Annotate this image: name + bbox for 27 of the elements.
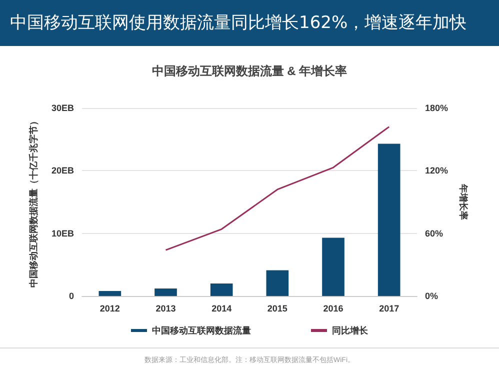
line-series	[165, 126, 390, 251]
y2-axis-title: 年增长率	[458, 183, 468, 220]
y2-tick-label: 0%	[425, 291, 438, 301]
x-tick-label: 2013	[156, 304, 176, 314]
bar	[98, 290, 122, 296]
legend-label: 同比增长	[332, 326, 369, 336]
y-axis-title: 中国移动互联网数据流量（十亿千兆字节）	[28, 116, 38, 288]
x-tick-label: 2015	[267, 304, 288, 314]
bar	[266, 270, 289, 296]
y2-tick-label: 180%	[425, 103, 448, 113]
x-tick-label: 2017	[379, 304, 400, 314]
y-tick-label: 10EB	[51, 228, 74, 238]
x-tick-label: 2014	[212, 304, 232, 314]
chart-title: 中国移动互联网使用数据流量同比增长162%，增速逐年加快	[0, 0, 499, 46]
bar	[154, 288, 177, 296]
x-tick-label: 2012	[100, 304, 120, 314]
y2-tick-label: 120%	[425, 166, 448, 176]
bar	[322, 238, 344, 296]
bar	[378, 144, 400, 296]
bar	[210, 283, 233, 296]
y-tick-label: 0	[68, 291, 74, 301]
y-tick-label: 30EB	[51, 103, 74, 113]
x-tick-label: 2016	[323, 304, 344, 314]
legend-label: 中国移动互联网数据流量	[152, 326, 251, 336]
y2-tick-label: 60%	[425, 228, 444, 238]
y-tick-label: 20EB	[51, 166, 74, 176]
chart-subtitle: 中国移动互联网数据流量 & 年增长率	[152, 64, 348, 78]
